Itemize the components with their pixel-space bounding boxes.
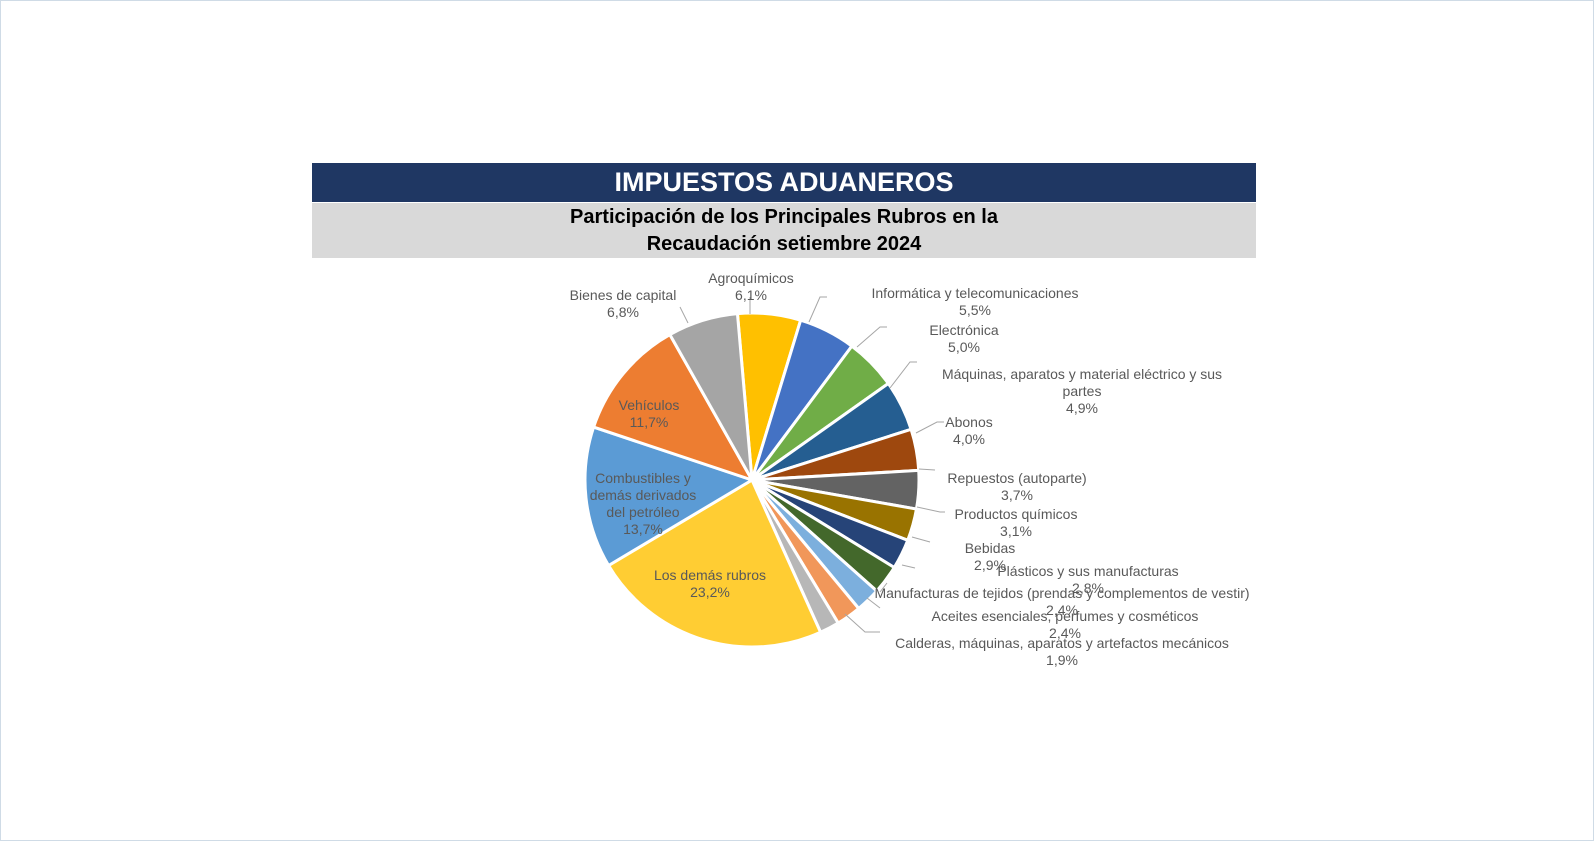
slice-value-label: 5,5% <box>959 302 991 318</box>
leader-line <box>915 421 944 434</box>
chart-subtitle: Participación de los Principales Rubros … <box>312 203 1256 258</box>
slice-value-label: 2,8% <box>1072 580 1104 596</box>
slice-category-label: partes <box>1063 383 1102 399</box>
slice-category-label: del petróleo <box>606 504 679 520</box>
slice-category-label: Plásticos y sus manufacturas <box>997 563 1178 579</box>
slice-value-label: 4,0% <box>953 431 985 447</box>
slice-value-label: 6,1% <box>735 287 767 303</box>
slice-value-label: 2,4% <box>1046 602 1078 618</box>
slice-category-label: Vehículos <box>619 397 680 413</box>
slice-category-label: Agroquímicos <box>708 270 794 286</box>
pie-slices <box>583 311 921 649</box>
slice-category-label: Repuestos (autoparte) <box>947 470 1086 486</box>
subtitle-line-1: Participación de los Principales Rubros … <box>570 205 998 228</box>
slice-category-label: Abonos <box>945 414 992 430</box>
leader-line <box>901 564 916 569</box>
leader-line <box>856 326 887 348</box>
page-title-text: IMPUESTOS ADUANEROS <box>614 167 954 197</box>
slice-value-label: 3,1% <box>1000 523 1032 539</box>
leader-line <box>916 506 945 513</box>
pie-slice <box>592 333 754 482</box>
pie-slice <box>607 478 823 649</box>
slice-category-label: Bienes de capital <box>570 287 677 303</box>
leader-lines <box>679 296 945 633</box>
slice-category-label: Combustibles y <box>595 470 691 486</box>
slice-value-label: 4,9% <box>1066 400 1098 416</box>
slice-value-label: 11,7% <box>630 414 669 430</box>
leader-line <box>889 361 917 389</box>
slice-category-label: Máquinas, aparatos y material eléctrico … <box>942 366 1222 382</box>
slice-category-label: Calderas, máquinas, aparatos y artefacto… <box>895 635 1229 651</box>
slice-category-label: Bebidas <box>965 540 1016 556</box>
pie-slice <box>668 312 754 482</box>
slice-category-label: demás derivados <box>590 487 697 503</box>
leader-line <box>918 468 936 471</box>
slice-value-label: 2,4% <box>1049 625 1081 641</box>
leader-line <box>879 582 888 593</box>
slice-category-label: Manufacturas de tejidos (prendas y compl… <box>874 585 1249 601</box>
slice-value-label: 3,7% <box>1001 487 1033 503</box>
slice-value-label: 6,8% <box>607 304 639 320</box>
leader-line <box>679 306 689 324</box>
slice-category-label: Electrónica <box>929 322 998 338</box>
slice-category-label: Informática y telecomunicaciones <box>872 285 1079 301</box>
slice-category-label: Los demás rubros <box>654 567 766 583</box>
leader-line <box>844 613 880 633</box>
slice-value-label: 1,9% <box>1046 652 1078 668</box>
leader-line <box>808 296 827 323</box>
subtitle-line-2: Recaudación setiembre 2024 <box>646 232 922 255</box>
leader-line <box>866 597 881 609</box>
slice-value-label: 23,2% <box>690 584 730 600</box>
slice-value-label: 5,0% <box>948 339 980 355</box>
page-title: IMPUESTOS ADUANEROS <box>312 163 1256 202</box>
slice-category-label: Productos químicos <box>955 506 1078 522</box>
slice-value-label: 13,7% <box>623 521 663 537</box>
slice-value-label: 2,9% <box>974 557 1006 573</box>
pie-slice <box>583 425 754 568</box>
slice-category-label: Aceites esenciales, perfumes y cosmético… <box>932 608 1199 624</box>
leader-line <box>911 536 931 543</box>
